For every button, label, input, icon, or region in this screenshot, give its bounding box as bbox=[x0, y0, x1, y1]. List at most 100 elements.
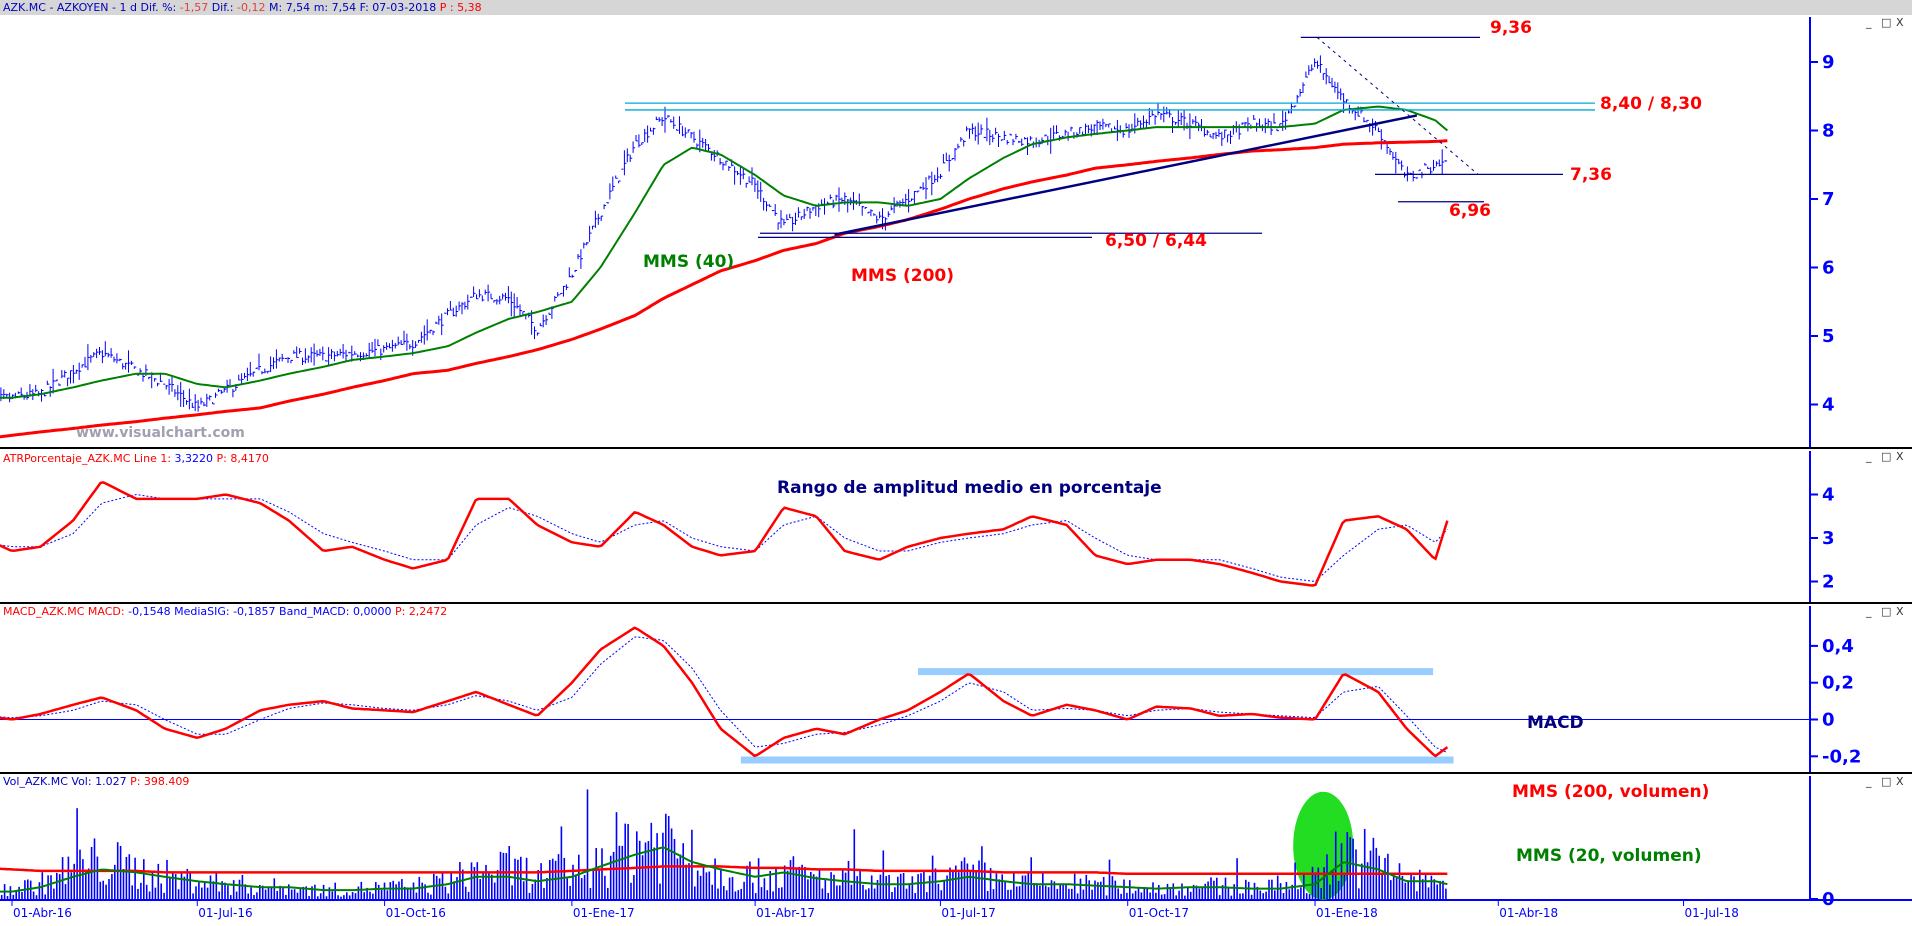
volume-bar bbox=[44, 894, 46, 899]
y-tick-label: 5 bbox=[1822, 326, 1835, 347]
volume-bar bbox=[618, 845, 621, 899]
window-button-minimize[interactable]: _ bbox=[1865, 450, 1872, 463]
macd-sig-value: -0,1857 bbox=[233, 605, 275, 618]
volume-bar bbox=[1163, 894, 1166, 900]
volume-bar bbox=[1291, 884, 1293, 900]
volume-bar bbox=[395, 884, 397, 899]
volume-bar bbox=[386, 890, 389, 899]
volume-bar bbox=[209, 875, 212, 900]
volume-bar bbox=[1279, 883, 1282, 900]
volume-bar bbox=[319, 893, 322, 899]
window-button-minimize[interactable]: _ bbox=[1865, 16, 1872, 29]
volume-bar bbox=[1158, 885, 1160, 900]
volume-bar bbox=[346, 892, 348, 900]
window-button-close[interactable]: X bbox=[1896, 16, 1904, 29]
volume-bar bbox=[314, 884, 316, 899]
atr-line-value: 3,3220 bbox=[175, 452, 214, 465]
volume-bar bbox=[760, 887, 763, 900]
volume-bar bbox=[514, 858, 516, 899]
window-button-close[interactable]: X bbox=[1896, 775, 1904, 788]
window-button-close[interactable]: X bbox=[1896, 450, 1904, 463]
volume-bar bbox=[21, 891, 23, 900]
volume-bar bbox=[827, 892, 829, 900]
volume-bar bbox=[1381, 872, 1383, 899]
volume-bar bbox=[424, 884, 426, 900]
volume-bar bbox=[35, 895, 38, 899]
volume-bar bbox=[543, 887, 545, 900]
volume-bar bbox=[1053, 881, 1056, 900]
header-symbol: AZK.MC - AZKOYEN - bbox=[3, 1, 116, 14]
volume-bar bbox=[375, 881, 377, 899]
volume-bar bbox=[714, 858, 716, 899]
volume-bar bbox=[723, 886, 725, 900]
volume-bar bbox=[928, 875, 931, 900]
volume-bar bbox=[815, 876, 818, 899]
annotation-high: 9,36 bbox=[1490, 18, 1532, 38]
volume-bar bbox=[781, 887, 783, 899]
x-tick-label: 01-Jul-16 bbox=[198, 906, 252, 920]
annotation-vol-mms20: MMS (20, volumen) bbox=[1516, 846, 1702, 866]
header-p-label: P : bbox=[440, 1, 454, 14]
window-button-minimize[interactable]: _ bbox=[1865, 775, 1872, 788]
volume-bar bbox=[348, 895, 351, 900]
window-button-maximize[interactable]: □ bbox=[1881, 450, 1891, 463]
volume-bar bbox=[1340, 843, 1343, 900]
window-button-maximize[interactable]: □ bbox=[1881, 775, 1891, 788]
y-tick-label: 9 bbox=[1822, 52, 1835, 73]
window-button-close[interactable]: X bbox=[1896, 605, 1904, 618]
volume-bar bbox=[1300, 887, 1302, 899]
volume-bar bbox=[305, 886, 307, 900]
volume-bar bbox=[282, 886, 284, 899]
volume-bar bbox=[1184, 895, 1186, 899]
atr-pane-header: ATRPorcentaje_AZK.MC Line 1: 3,3220 P: 8… bbox=[3, 452, 269, 465]
volume-bar bbox=[1311, 866, 1314, 899]
x-tick-label: 01-Jul-17 bbox=[941, 906, 995, 920]
volume-bar bbox=[389, 882, 392, 900]
volume-bar bbox=[1213, 880, 1215, 900]
volume-bar bbox=[1004, 881, 1006, 899]
macd-signal-line bbox=[0, 636, 1448, 754]
volume-bar bbox=[131, 885, 133, 900]
volume-bar bbox=[923, 869, 925, 899]
volume-bar bbox=[331, 891, 334, 899]
window-button-maximize[interactable]: □ bbox=[1881, 16, 1891, 29]
volume-bar bbox=[682, 843, 684, 899]
volume-bar bbox=[143, 859, 145, 900]
volume-bar bbox=[267, 886, 270, 900]
header-dif-label: Dif.: bbox=[212, 1, 234, 14]
volume-bar bbox=[311, 886, 313, 900]
volume-bar bbox=[253, 894, 255, 899]
volume-bar bbox=[940, 890, 943, 899]
atr-line bbox=[0, 481, 1449, 587]
volume-bar bbox=[1088, 880, 1090, 900]
volume-bar bbox=[688, 863, 690, 900]
volume-bar bbox=[891, 891, 893, 900]
volume-bar bbox=[456, 877, 458, 900]
annotation-support3: 6,50 / 6,44 bbox=[1105, 231, 1207, 251]
volume-bar bbox=[862, 884, 864, 899]
x-tick-label: 01-Oct-16 bbox=[386, 906, 446, 920]
volume-bar bbox=[325, 896, 328, 900]
y-tick-label: 8 bbox=[1822, 121, 1835, 142]
volume-bar bbox=[1416, 891, 1418, 899]
volume-bar bbox=[1276, 875, 1279, 899]
volume-bar bbox=[479, 879, 481, 900]
volume-bar bbox=[1024, 875, 1027, 899]
volume-bar bbox=[357, 886, 360, 900]
volume-bar bbox=[157, 863, 160, 899]
volume-bar bbox=[624, 823, 626, 900]
watermark: www.visualchart.com bbox=[76, 425, 245, 441]
volume-bar bbox=[1013, 871, 1015, 899]
volume-bar bbox=[763, 878, 766, 900]
volume-bar bbox=[1085, 874, 1088, 899]
window-button-maximize[interactable]: □ bbox=[1881, 605, 1891, 618]
volume-bar bbox=[1094, 880, 1096, 899]
volume-bar bbox=[839, 885, 841, 899]
volume-bar bbox=[201, 887, 203, 899]
volume-bar bbox=[717, 888, 719, 900]
volume-bar bbox=[1146, 887, 1148, 900]
header-max: 7,54 bbox=[286, 1, 311, 14]
window-button-minimize[interactable]: _ bbox=[1865, 605, 1872, 618]
volume-bar bbox=[430, 894, 432, 899]
macd-p-value: 2,2472 bbox=[409, 605, 448, 618]
